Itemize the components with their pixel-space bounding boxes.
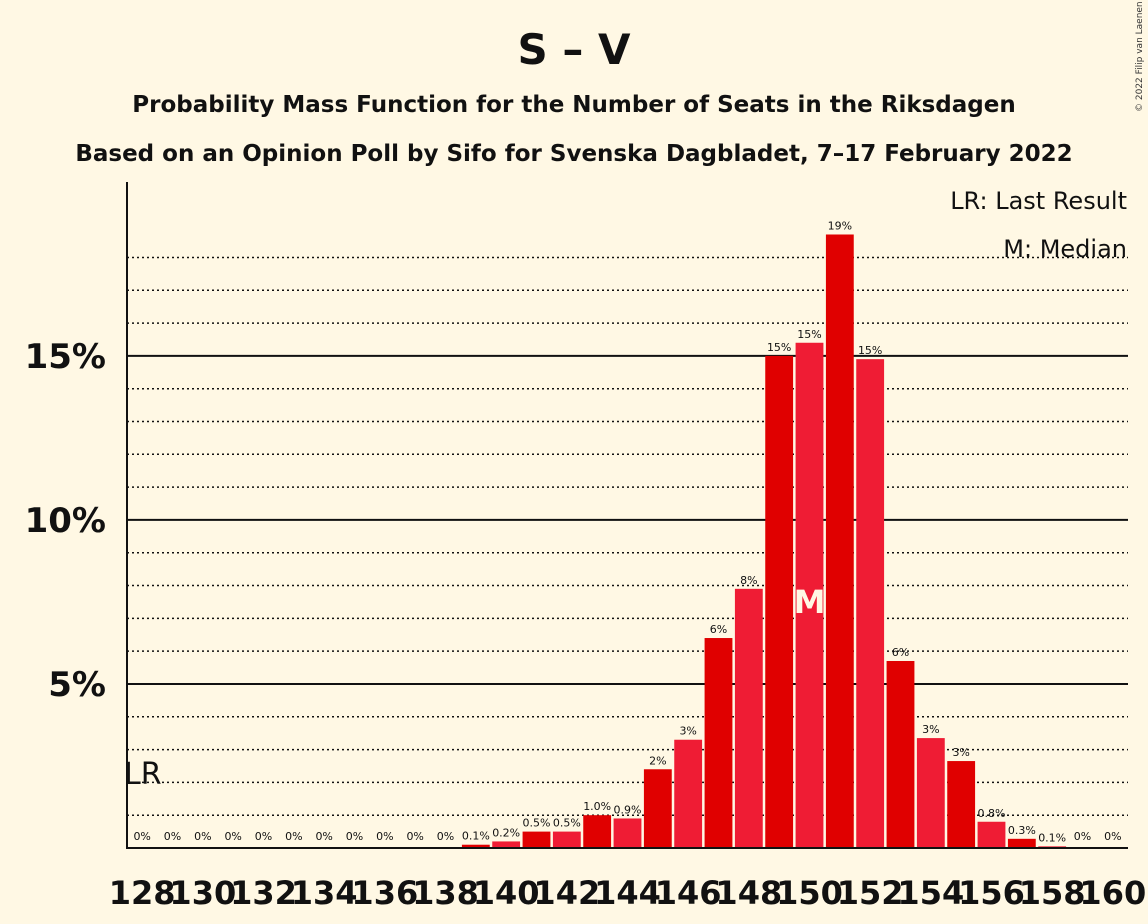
bar-seat-139 <box>461 844 490 848</box>
bar-seat-151 <box>825 234 854 848</box>
x-tick-label: 142 <box>533 874 600 912</box>
data-label-seat-128: 0% <box>133 830 150 843</box>
x-tick-label: 150 <box>776 874 843 912</box>
x-tick-label: 128 <box>109 874 176 912</box>
y-tick-label: 5% <box>48 665 106 705</box>
x-tick-label: 160 <box>1079 874 1146 912</box>
data-label-seat-147: 6% <box>710 623 727 636</box>
bar-seat-154 <box>916 738 945 848</box>
bar-seat-155 <box>947 761 976 848</box>
data-label-seat-152: 15% <box>858 344 882 357</box>
data-label-seat-153: 6% <box>892 646 909 659</box>
data-label-seat-151: 19% <box>828 219 852 232</box>
x-tick-label: 154 <box>897 874 964 912</box>
bar-seat-149 <box>765 355 794 848</box>
chart-subtitle-2: Based on an Opinion Poll by Sifo for Sve… <box>75 141 1072 167</box>
data-label-seat-136: 0% <box>376 830 393 843</box>
x-tick-label: 132 <box>230 874 297 912</box>
chart-subtitle-1: Probability Mass Function for the Number… <box>132 92 1015 118</box>
data-label-seat-148: 8% <box>740 574 757 587</box>
median-marker: M <box>794 583 826 621</box>
legend-last-result: LR: Last Result <box>950 187 1127 215</box>
data-label-seat-130: 0% <box>194 830 211 843</box>
bar-seat-144 <box>613 818 642 848</box>
bar-seat-153 <box>886 660 915 848</box>
legend-median: M: Median <box>1003 235 1127 263</box>
bar-seat-145 <box>643 769 672 848</box>
chart-title: S – V <box>518 25 631 74</box>
copyright-text: © 2022 Filip van Laenen <box>1135 1 1145 112</box>
bar-seat-146 <box>674 739 703 848</box>
bar-seat-152 <box>856 359 885 848</box>
gridlines <box>127 256 1128 816</box>
data-label-seat-141: 0.5% <box>523 817 551 830</box>
data-label-seat-134: 0% <box>315 830 332 843</box>
data-label-seat-137: 0% <box>406 830 423 843</box>
x-tick-label: 148 <box>715 874 782 912</box>
bar-seat-157 <box>1007 838 1036 848</box>
bar-seat-156 <box>977 821 1006 848</box>
data-label-seat-131: 0% <box>224 830 241 843</box>
x-tick-label: 138 <box>412 874 479 912</box>
data-labels: 0% 0% 0% 0% 0% 0% 0% 0% 0% 0% 0% 0.1% 0.2%0.5% 0.5%1.… <box>133 219 1121 844</box>
x-tick-label: 156 <box>958 874 1025 912</box>
bar-seat-142 <box>552 831 581 848</box>
data-label-seat-132: 0% <box>255 830 272 843</box>
bar-seat-148 <box>734 588 763 848</box>
data-label-seat-133: 0% <box>285 830 302 843</box>
x-axis-ticks: 1281301321341361381401421441461481501521… <box>109 874 1146 912</box>
data-label-seat-149: 15% <box>767 341 791 354</box>
y-axis-ticks: 5% 10% 15% <box>25 337 106 705</box>
x-tick-label: 136 <box>351 874 418 912</box>
bars <box>461 234 1067 848</box>
data-label-seat-135: 0% <box>346 830 363 843</box>
data-label-seat-154: 3% <box>922 723 939 736</box>
data-label-seat-144: 0.9% <box>614 803 642 816</box>
x-tick-label: 146 <box>655 874 722 912</box>
data-label-seat-145: 2% <box>649 754 666 767</box>
data-label-seat-159: 0% <box>1074 830 1091 843</box>
data-label-seat-160: 0% <box>1104 830 1121 843</box>
x-tick-label: 134 <box>291 874 358 912</box>
data-label-seat-157: 0.3% <box>1008 824 1036 837</box>
bar-seat-150 <box>795 342 824 848</box>
x-tick-label: 144 <box>594 874 661 912</box>
bar-seat-143 <box>583 815 612 848</box>
x-tick-label: 152 <box>837 874 904 912</box>
data-label-seat-142: 0.5% <box>553 817 581 830</box>
data-label-seat-156: 0.8% <box>978 807 1006 820</box>
last-result-marker: LR <box>124 757 162 792</box>
x-tick-label: 140 <box>473 874 540 912</box>
bar-seat-147 <box>704 638 733 848</box>
bar-seat-141 <box>522 831 551 848</box>
data-label-seat-140: 0.2% <box>492 826 520 839</box>
data-label-seat-139: 0.1% <box>462 830 490 843</box>
data-label-seat-158: 0.1% <box>1038 831 1066 844</box>
data-label-seat-155: 3% <box>952 746 969 759</box>
bar-seat-140 <box>492 841 521 848</box>
y-tick-label: 15% <box>25 337 106 377</box>
x-tick-label: 130 <box>169 874 236 912</box>
data-label-seat-129: 0% <box>164 830 181 843</box>
data-label-seat-138: 0% <box>437 830 454 843</box>
data-label-seat-143: 1.0% <box>583 800 611 813</box>
x-tick-label: 158 <box>1019 874 1086 912</box>
data-label-seat-146: 3% <box>679 725 696 738</box>
y-tick-label: 10% <box>25 501 106 541</box>
data-label-seat-150: 15% <box>797 328 821 341</box>
